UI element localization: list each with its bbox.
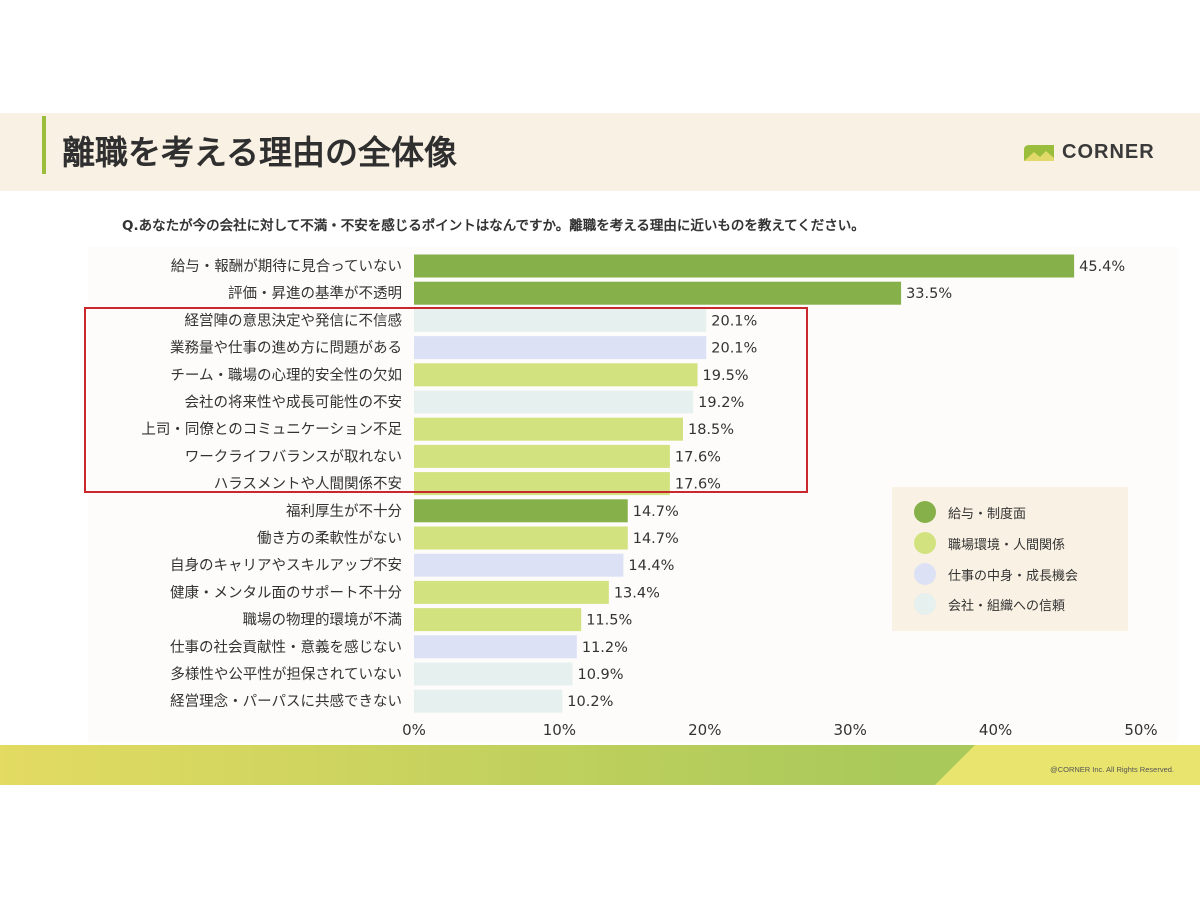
x-tick-label-1: 10% bbox=[543, 721, 576, 739]
bar-8 bbox=[414, 472, 670, 496]
category-label-13: 職場の物理的環境が不満 bbox=[243, 611, 403, 629]
bar-11 bbox=[414, 553, 624, 577]
highlight-box bbox=[84, 307, 808, 493]
legend-swatch bbox=[914, 593, 936, 615]
value-label-15: 10.9% bbox=[577, 667, 623, 683]
value-label-9: 14.7% bbox=[633, 504, 679, 520]
header-band bbox=[0, 113, 1200, 191]
brand-name: CORNER bbox=[1062, 141, 1155, 163]
bar-7 bbox=[414, 444, 670, 468]
value-label-13: 11.5% bbox=[586, 613, 632, 629]
value-label-8: 17.6% bbox=[675, 477, 721, 493]
category-label-4: チーム・職場の心理的安全性の欠如 bbox=[170, 366, 402, 384]
category-label-6: 上司・同僚とのコミュニケーション不足 bbox=[141, 421, 402, 438]
footer-band bbox=[0, 745, 1200, 785]
category-label-7: ワークライフバランスが取れない bbox=[185, 448, 402, 465]
category-label-3: 業務量や仕事の進め方に問題がある bbox=[170, 340, 402, 357]
value-label-5: 19.2% bbox=[698, 395, 744, 411]
legend-item-trust: 会社・組織への信頼 bbox=[914, 593, 1065, 615]
legend: 給与・制度面 職場環境・人間関係 仕事の中身・成長機会 会社・組織への信頼 bbox=[892, 487, 1128, 631]
category-label-15: 多様性や公平性が担保されていない bbox=[170, 666, 402, 683]
category-label-9: 福利厚生が不十分 bbox=[286, 503, 402, 520]
bar-16 bbox=[414, 689, 563, 713]
bar-1 bbox=[414, 281, 902, 305]
x-tick-label-2: 20% bbox=[688, 721, 721, 739]
header-accent-bar bbox=[42, 116, 46, 174]
brand-logo: CORNER bbox=[1024, 141, 1155, 164]
bar-10 bbox=[414, 526, 628, 550]
legend-swatch bbox=[914, 563, 936, 585]
category-label-14: 仕事の社会貢献性・意義を感じない bbox=[170, 638, 402, 656]
legend-swatch bbox=[914, 532, 936, 554]
survey-question: Q.あなたが今の会社に対して不満・不安を感じるポイントはなんですか。離職を考える… bbox=[122, 218, 865, 234]
value-label-2: 20.1% bbox=[711, 313, 757, 329]
value-label-3: 20.1% bbox=[711, 341, 757, 357]
bar-15 bbox=[414, 662, 573, 686]
category-label-16: 経営理念・パーパスに共感できない bbox=[170, 692, 402, 710]
copyright: @CORNER Inc. All Rights Reserved. bbox=[1050, 765, 1174, 774]
legend-item-salary: 給与・制度面 bbox=[914, 501, 1026, 523]
category-label-12: 健康・メンタル面のサポート不十分 bbox=[170, 584, 402, 601]
category-label-1: 評価・昇進の基準が不透明 bbox=[228, 285, 402, 302]
bar-9 bbox=[414, 499, 628, 523]
legend-item-environment: 職場環境・人間関係 bbox=[914, 532, 1065, 554]
legend-swatch bbox=[914, 501, 936, 523]
value-label-0: 45.4% bbox=[1079, 259, 1125, 275]
value-label-11: 14.4% bbox=[628, 558, 674, 574]
bar-6 bbox=[414, 417, 683, 441]
value-label-14: 11.2% bbox=[582, 640, 628, 656]
bar-13 bbox=[414, 608, 582, 632]
bar-0 bbox=[414, 254, 1075, 278]
value-label-7: 17.6% bbox=[675, 449, 721, 465]
value-label-4: 19.5% bbox=[703, 368, 749, 384]
category-label-10: 働き方の柔軟性がない bbox=[257, 530, 402, 547]
category-label-2: 経営陣の意思決定や発信に不信感 bbox=[185, 311, 403, 329]
x-tick-label-5: 50% bbox=[1124, 721, 1157, 739]
value-label-1: 33.5% bbox=[906, 286, 952, 302]
category-label-11: 自身のキャリアやスキルアップ不安 bbox=[170, 557, 402, 574]
category-label-8: ハラスメントや人間関係不安 bbox=[214, 476, 402, 493]
bar-4 bbox=[414, 363, 698, 387]
bar-14 bbox=[414, 635, 577, 659]
legend-label: 職場環境・人間関係 bbox=[948, 537, 1066, 553]
x-tick-label-0: 0% bbox=[402, 721, 426, 739]
value-label-6: 18.5% bbox=[688, 422, 734, 438]
x-tick-label-3: 30% bbox=[834, 721, 867, 739]
x-tick-label-4: 40% bbox=[979, 721, 1012, 739]
corner-logo-icon bbox=[1024, 144, 1054, 161]
legend-label: 給与・制度面 bbox=[948, 506, 1027, 522]
page-title: 離職を考える理由の全体像 bbox=[62, 133, 458, 172]
value-label-10: 14.7% bbox=[633, 531, 679, 547]
value-label-16: 10.2% bbox=[567, 694, 613, 710]
value-label-12: 13.4% bbox=[614, 585, 660, 601]
bar-2 bbox=[414, 308, 707, 332]
legend-label: 会社・組織への信頼 bbox=[948, 598, 1066, 614]
category-label-5: 会社の将来性や成長可能性の不安 bbox=[185, 394, 403, 411]
bar-3 bbox=[414, 336, 707, 360]
legend-label: 仕事の中身・成長機会 bbox=[948, 568, 1079, 584]
bar-5 bbox=[414, 390, 694, 414]
legend-item-growth: 仕事の中身・成長機会 bbox=[914, 563, 1078, 585]
category-label-0: 給与・報酬が期待に見合っていない bbox=[171, 258, 402, 275]
bar-12 bbox=[414, 580, 609, 604]
